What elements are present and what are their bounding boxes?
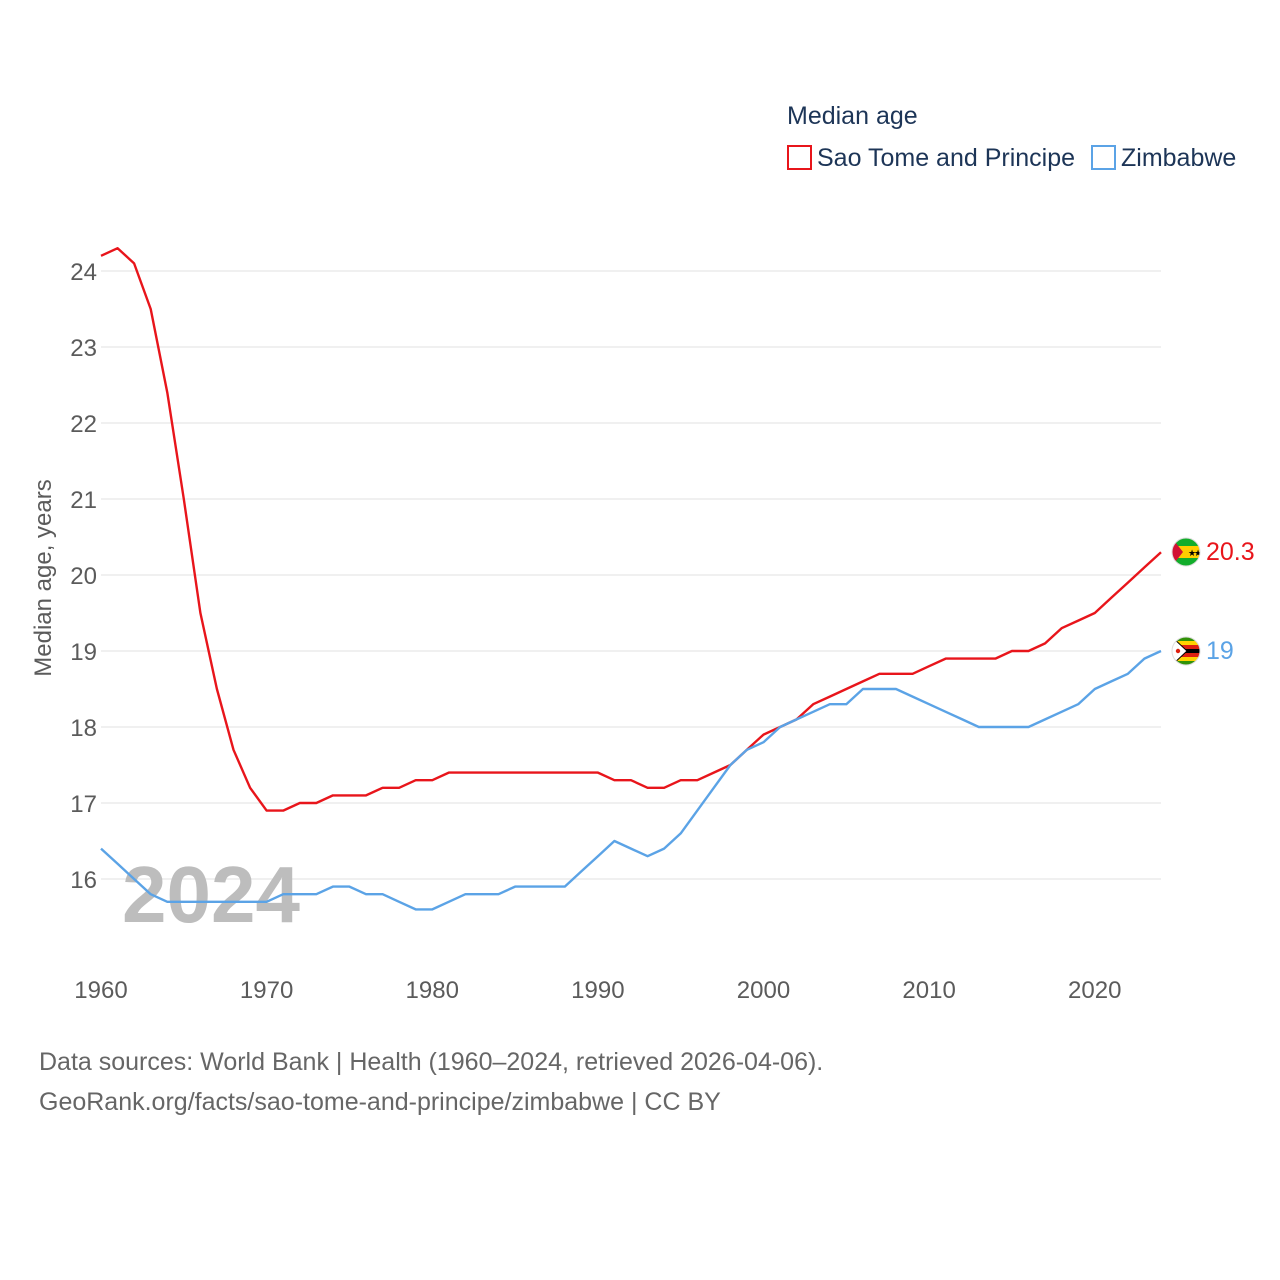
x-tick-label: 2000 (737, 977, 790, 1004)
y-tick-label: 18 (70, 715, 97, 742)
x-tick-label: 1990 (571, 977, 624, 1004)
sao-tome-flag-icon: ★ ★ (1171, 537, 1202, 567)
x-tick-label: 1960 (74, 977, 127, 1004)
zimbabwe-flag-icon (1171, 636, 1201, 666)
svg-text:★: ★ (1188, 548, 1196, 558)
series-line-sao-tome (100, 246, 1162, 812)
series-line-zimbabwe (100, 649, 1162, 911)
legend-swatch-zimbabwe (1091, 145, 1116, 170)
x-tick-label: 1970 (240, 977, 293, 1004)
footer: Data sources: World Bank | Health (1960–… (39, 1042, 823, 1122)
data-sources-text: Data sources: World Bank | Health (1960–… (39, 1048, 824, 1076)
y-axis-ticks: 16 17 18 19 20 21 22 23 24 (70, 259, 97, 894)
legend-label-sao-tome[interactable]: Sao Tome and Principe (817, 144, 1075, 172)
legend-swatch-sao-tome (787, 145, 812, 170)
year-watermark: 2024 (122, 850, 300, 939)
series-lines (100, 246, 1162, 911)
y-axis-label: Median age, years (30, 479, 57, 676)
series-end-labels: 20.3 19 (1206, 538, 1255, 665)
y-tick-label: 23 (70, 335, 97, 362)
legend: Median age Sao Tome and Principe Zimbabw… (787, 102, 1236, 172)
legend-title: Median age (787, 102, 918, 130)
y-tick-label: 24 (70, 259, 97, 286)
grid-lines (101, 270, 1161, 880)
legend-label-zimbabwe[interactable]: Zimbabwe (1121, 144, 1236, 172)
x-tick-label: 1980 (406, 977, 459, 1004)
x-axis-ticks: 1960 1970 1980 1990 2000 2010 2020 (74, 977, 1121, 1004)
end-label-zimbabwe: 19 (1206, 637, 1234, 665)
y-tick-label: 21 (70, 487, 97, 514)
y-tick-label: 20 (70, 563, 97, 590)
end-label-sao-tome: 20.3 (1206, 538, 1255, 566)
y-tick-label: 22 (70, 411, 97, 438)
svg-text:★: ★ (1194, 548, 1202, 558)
x-tick-label: 2010 (902, 977, 955, 1004)
y-tick-label: 17 (70, 791, 97, 818)
x-tick-label: 2020 (1068, 977, 1121, 1004)
series-end-markers: ★ ★ (1171, 537, 1202, 666)
y-tick-label: 16 (70, 867, 97, 894)
source-link[interactable]: GeoRank.org/facts/sao-tome-and-principe/… (39, 1088, 721, 1116)
y-tick-label: 19 (70, 639, 97, 666)
